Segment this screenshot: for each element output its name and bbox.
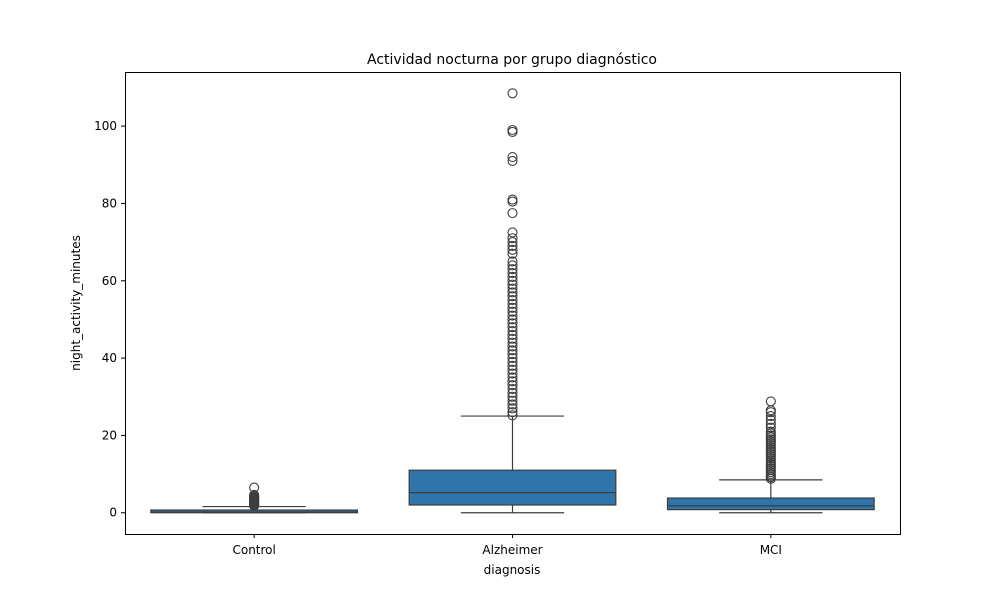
iqr-box [408, 469, 617, 506]
outlier-point [507, 152, 518, 163]
outlier-point [507, 318, 518, 329]
outlier-point [507, 345, 518, 356]
outlier-point [765, 422, 776, 433]
outlier-point [507, 260, 518, 271]
outlier-point [507, 353, 518, 364]
outlier-point [507, 407, 518, 418]
outlier-point [507, 376, 518, 387]
outlier-point [249, 482, 260, 493]
outlier-point [507, 403, 518, 414]
y-tick-label: 80 [102, 196, 117, 210]
outlier-point [507, 240, 518, 252]
outlier-point [507, 88, 518, 99]
outlier-point [507, 287, 518, 298]
outlier-point [507, 271, 518, 282]
y-tick-label: 20 [102, 428, 117, 442]
outlier-point [507, 227, 518, 238]
outlier-point [507, 410, 518, 421]
outlier-point [507, 364, 518, 375]
outlier-point [249, 489, 260, 501]
outlier-point [507, 356, 518, 368]
outlier-point [507, 155, 518, 166]
outlier-point [765, 426, 776, 437]
outlier-point [507, 194, 518, 205]
outlier-point [507, 310, 518, 321]
y-axis-label: night_activity_minutes [69, 235, 83, 371]
outlier-point [507, 256, 518, 267]
outlier-point [507, 329, 518, 340]
y-tick-label: 0 [109, 506, 117, 520]
outlier-point [765, 411, 776, 422]
outlier-point [507, 196, 518, 207]
outlier-point [507, 372, 518, 383]
outlier-point [507, 387, 518, 398]
outlier-point [507, 248, 518, 259]
outlier-point [507, 279, 518, 290]
box-group-mci [666, 396, 875, 514]
outlier-point [507, 383, 518, 395]
outlier-point [765, 405, 776, 416]
outlier-point [507, 291, 518, 302]
outlier-point [507, 306, 518, 317]
outlier-point [507, 337, 518, 348]
outlier-point [507, 295, 518, 306]
y-tick-label: 100 [94, 119, 117, 133]
outlier-point [507, 325, 518, 337]
outlier-point [507, 267, 518, 279]
iqr-box [666, 497, 875, 511]
x-tick-label: Control [232, 543, 275, 557]
outlier-point [507, 395, 518, 406]
outlier-point [507, 244, 518, 255]
outlier-point [507, 360, 518, 371]
outlier-point [507, 208, 518, 219]
outlier-point [765, 396, 776, 407]
outlier-point [507, 333, 518, 344]
outlier-point [507, 124, 518, 136]
outlier-point [507, 368, 518, 379]
outlier-point [507, 380, 518, 391]
outlier-point [507, 391, 518, 402]
outlier-point [507, 302, 518, 313]
outlier-point [507, 233, 518, 244]
outlier-point [765, 414, 776, 425]
x-tick-label: MCI [760, 543, 782, 557]
outlier-point [507, 314, 518, 325]
plot-layer [150, 88, 875, 514]
x-axis-label: diagnosis [484, 563, 541, 577]
outlier-point [507, 322, 518, 333]
outlier-point [507, 275, 518, 286]
outlier-point [507, 349, 518, 360]
outlier-point [507, 264, 518, 275]
outlier-point [765, 418, 776, 429]
outlier-point [507, 399, 518, 410]
outlier-point [507, 341, 518, 352]
outlier-point [507, 126, 518, 137]
outlier-point [507, 237, 518, 248]
box-group-control [150, 482, 359, 514]
x-tick-label: Alzheimer [482, 543, 542, 557]
box-group-alzheimer [408, 88, 617, 514]
chart-title: Actividad nocturna por grupo diagnóstico [367, 52, 657, 68]
y-tick-label: 40 [102, 351, 117, 365]
y-tick-label: 60 [102, 274, 117, 288]
outlier-point [507, 283, 518, 294]
outlier-point [507, 298, 518, 310]
